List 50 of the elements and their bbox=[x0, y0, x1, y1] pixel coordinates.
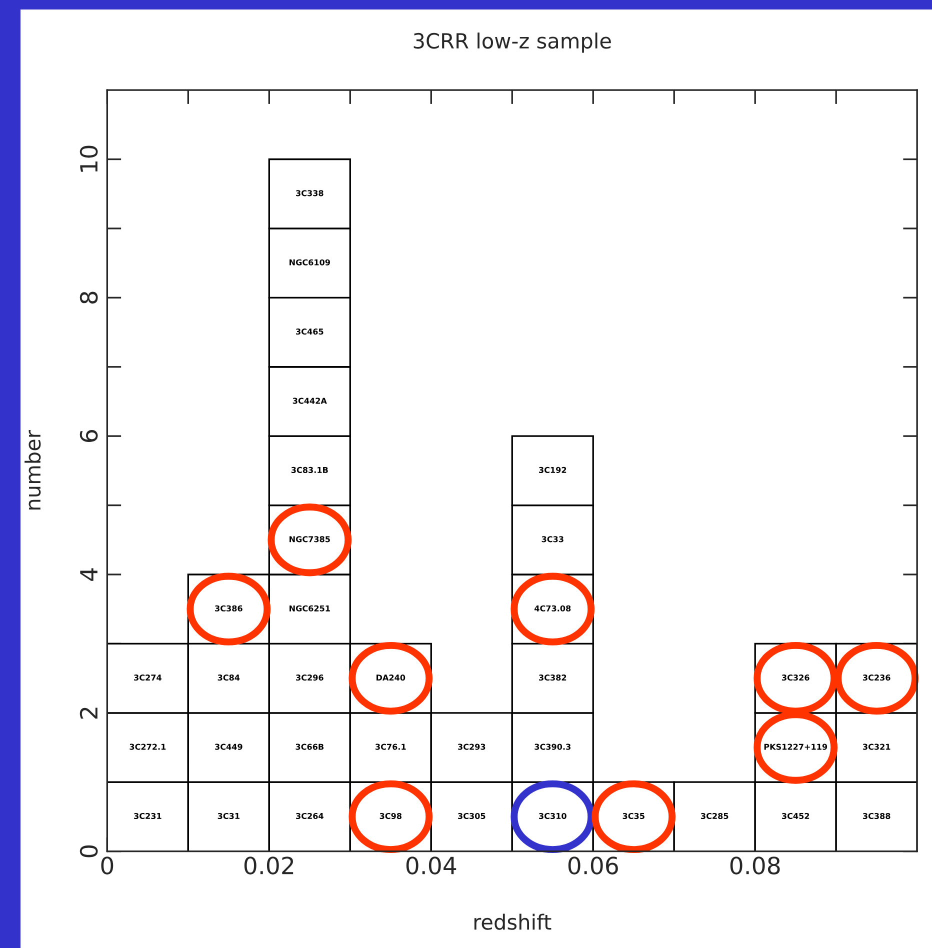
series-label: 3C310 bbox=[539, 812, 566, 820]
series-label: 3C382 bbox=[539, 674, 566, 681]
series-label: 4C73.08 bbox=[534, 605, 571, 612]
series-label: 3C388 bbox=[862, 812, 890, 820]
series-label: 3C66B bbox=[296, 744, 324, 750]
x-tick-label: 0.08 bbox=[730, 856, 780, 874]
series-label: 3C274 bbox=[134, 674, 162, 681]
chart-title: 3CRR low-z sample bbox=[414, 32, 611, 53]
x-tick-label: 0 bbox=[101, 856, 114, 874]
series-label: NGC6251 bbox=[290, 605, 330, 612]
series-label: 3C192 bbox=[539, 466, 566, 474]
x-axis-title: redshift bbox=[474, 914, 552, 930]
y-tick-label: 10 bbox=[80, 146, 98, 172]
series-label: 3C386 bbox=[215, 605, 242, 612]
series-label: 3C296 bbox=[296, 674, 324, 681]
series-label: 3C272.1 bbox=[130, 744, 166, 750]
series-label: NGC6109 bbox=[290, 259, 330, 266]
y-axis-title: number bbox=[24, 430, 41, 510]
series-label: DA240 bbox=[376, 674, 406, 681]
series-label: 3C390.3 bbox=[534, 744, 570, 750]
y-tick-label: 6 bbox=[80, 430, 98, 442]
series-label: 3C33 bbox=[542, 536, 564, 542]
series-label: 3C449 bbox=[215, 744, 242, 750]
y-tick-label: 0 bbox=[80, 845, 98, 858]
series-label: 3C35 bbox=[622, 812, 644, 820]
series-label: PKS1227+119 bbox=[764, 744, 828, 750]
series-label: 3C326 bbox=[782, 674, 810, 681]
y-tick-label: 4 bbox=[80, 568, 98, 581]
series-label: NGC7385 bbox=[290, 536, 330, 542]
series-label: 3C31 bbox=[218, 812, 240, 820]
series-label: 3C76.1 bbox=[375, 744, 406, 750]
series-label: 3C83.1B bbox=[291, 466, 328, 474]
series-label: 3C293 bbox=[458, 744, 486, 750]
series-label: 3C452 bbox=[782, 812, 810, 820]
series-label: 3C305 bbox=[458, 812, 486, 820]
x-tick-label: 0.02 bbox=[244, 856, 294, 874]
y-tick-label: 8 bbox=[80, 292, 98, 304]
series-label: 3C98 bbox=[380, 812, 402, 820]
series-label: 3C338 bbox=[296, 190, 324, 196]
series-label: 3C321 bbox=[862, 744, 890, 750]
series-label: 3C442A bbox=[292, 398, 327, 404]
y-tick-label: 2 bbox=[80, 708, 98, 719]
series-label: 3C84 bbox=[218, 674, 240, 681]
x-tick-label: 0.04 bbox=[406, 856, 456, 874]
series-label: 3C285 bbox=[700, 812, 728, 820]
series-label: 3C231 bbox=[134, 812, 162, 820]
series-label: 3C465 bbox=[296, 328, 324, 335]
series-label: 3C264 bbox=[296, 812, 324, 820]
x-tick-label: 0.06 bbox=[568, 856, 618, 874]
series-label: 3C236 bbox=[862, 674, 890, 681]
